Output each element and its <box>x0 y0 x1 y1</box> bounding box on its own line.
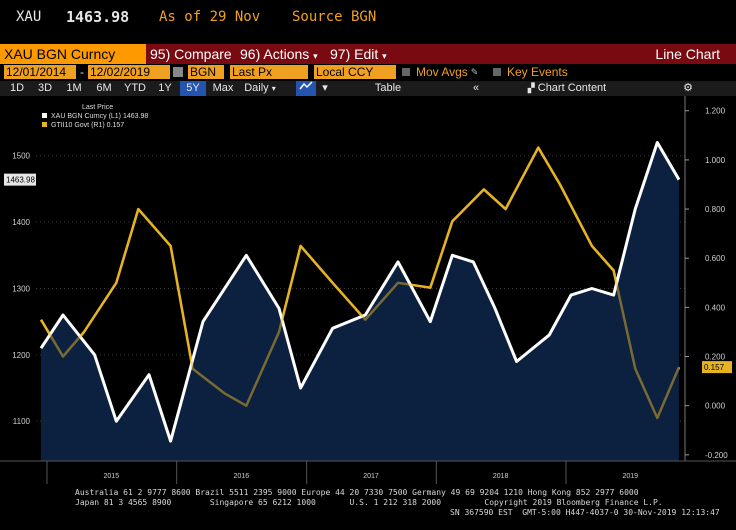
xau-last-tag: 1463.98 <box>6 176 35 185</box>
key-events-label[interactable]: Key Events <box>507 65 568 79</box>
period-max[interactable]: Max <box>212 82 234 94</box>
contact-line-2: Japan 81 3 4565 8900 Singapore 65 6212 1… <box>75 498 663 507</box>
x-tick-label: 2017 <box>363 473 379 480</box>
right-tick-label: 0.000 <box>705 402 726 411</box>
mov-avgs-label[interactable]: Mov Avgs <box>416 65 468 79</box>
table-button[interactable]: Table <box>374 82 402 94</box>
x-tick-label: 2016 <box>234 473 250 480</box>
left-tick-label: 1500 <box>12 152 30 161</box>
end-date-field[interactable]: 12/02/2019 <box>88 65 170 79</box>
period-1y[interactable]: 1Y <box>158 82 172 94</box>
right-tick-label: 0.400 <box>705 303 726 312</box>
settings-bar: 12/01/2014 - 12/02/2019 BGN Last Px Loca… <box>0 64 736 80</box>
right-tick-label: 1.200 <box>705 107 726 116</box>
dropdown-arrow-icon[interactable]: ▾ <box>322 82 328 94</box>
period-ytd[interactable]: YTD <box>124 82 146 94</box>
gtii10-last-tag-box <box>702 361 732 374</box>
last-price: 1463.98 <box>66 8 130 26</box>
xau-area <box>40 142 679 461</box>
right-tick-label: 0.800 <box>705 205 726 214</box>
price-source: Source BGN <box>292 9 377 25</box>
as-of-date: As of 29 Nov <box>159 9 261 25</box>
right-tick-label: 1.000 <box>705 156 726 165</box>
gear-icon[interactable]: ⚙ <box>683 82 693 94</box>
edit-label: 97) Edit <box>330 46 379 62</box>
dropdown-arrow-icon: ▾ <box>382 51 387 61</box>
x-tick-label: 2018 <box>493 473 509 480</box>
right-tick-label: 0.600 <box>705 254 726 263</box>
x-tick-label: 2015 <box>104 473 120 480</box>
dropdown-arrow-icon: ▾ <box>271 84 276 93</box>
line-style-icon[interactable] <box>296 81 316 96</box>
period-6m[interactable]: 6M <box>96 82 112 94</box>
field-selector[interactable]: Last Px <box>230 65 308 79</box>
legend-gtii10: GTII10 Govt (R1) 0.157 <box>51 122 124 129</box>
collapse-icon[interactable]: « <box>472 82 480 94</box>
legend-xau: XAU BGN Curncy (L1) 1463.98 <box>51 113 148 120</box>
period-bar: 1D 3D 1M 6M YTD 1Y 5Y Max Daily ▾ ▾ Tabl… <box>0 81 736 96</box>
chart-content-icon: ▞ <box>527 83 535 93</box>
pencil-icon[interactable]: ✎ <box>471 65 478 78</box>
security-field[interactable]: XAU BGN Curncy <box>0 44 146 64</box>
key-events-checkbox[interactable] <box>493 68 501 76</box>
source-field[interactable]: BGN <box>188 65 224 79</box>
left-tick-label: 1300 <box>12 284 30 293</box>
period-1d[interactable]: 1D <box>9 82 25 94</box>
calendar-icon[interactable] <box>173 67 183 77</box>
legend-swatch-xau <box>42 113 47 118</box>
xau-line <box>39 141 681 443</box>
legend-title: Last Price <box>82 104 113 111</box>
start-date-field[interactable]: 12/01/2014 <box>4 65 76 79</box>
footer: Australia 61 2 9777 8600 Brazil 5511 239… <box>0 484 736 530</box>
chart-content-button[interactable]: ▞ Chart Content <box>522 81 612 96</box>
frequency-selector[interactable]: Daily ▾ <box>240 81 280 96</box>
date-separator: - <box>80 65 84 79</box>
left-tick-label: 1100 <box>13 417 31 426</box>
right-tick-label: 0.200 <box>705 353 726 362</box>
price-chart: 1100 1200 1300 1400 1500 1.200 1.000 0.800 0.600… <box>0 96 736 484</box>
session-line: SN 367590 EST GMT-5:00 H447-4037-0 30-No… <box>450 508 720 517</box>
actions-label: 96) Actions <box>240 46 310 62</box>
currency-selector[interactable]: Local CCY <box>314 65 396 79</box>
actions-menu[interactable]: 96) Actions ▾ <box>240 44 318 64</box>
right-tick-label: -0.200 <box>705 451 728 460</box>
ticker: XAU <box>16 9 42 25</box>
gtii10-line-overlay <box>39 146 681 420</box>
xau-last-tag-box <box>4 173 36 186</box>
left-tick-label: 1200 <box>12 351 30 360</box>
chart-content-label: Chart Content <box>537 82 607 94</box>
frequency-label: Daily <box>244 82 269 94</box>
period-5y[interactable]: 5Y <box>180 81 206 96</box>
security-header: XAU 1463.98 As of 29 Nov Source BGN <box>0 0 736 40</box>
edit-menu[interactable]: 97) Edit ▾ <box>330 44 387 64</box>
contact-line-1: Australia 61 2 9777 8600 Brazil 5511 239… <box>75 488 639 497</box>
mov-avgs-checkbox[interactable] <box>402 68 410 76</box>
gtii10-last-tag: 0.157 <box>704 363 725 372</box>
period-3d[interactable]: 3D <box>37 82 53 94</box>
legend-swatch-gtii10 <box>42 122 47 127</box>
left-tick-label: 1400 <box>12 218 30 227</box>
period-1m[interactable]: 1M <box>66 82 82 94</box>
compare-button[interactable]: 95) Compare <box>150 46 232 62</box>
dropdown-arrow-icon: ▾ <box>313 51 318 61</box>
x-tick-label: 2019 <box>623 473 639 480</box>
function-toolbar: XAU BGN Curncy 95) Compare 96) Actions ▾… <box>0 44 736 64</box>
chart-type-label: Line Chart <box>655 46 720 62</box>
